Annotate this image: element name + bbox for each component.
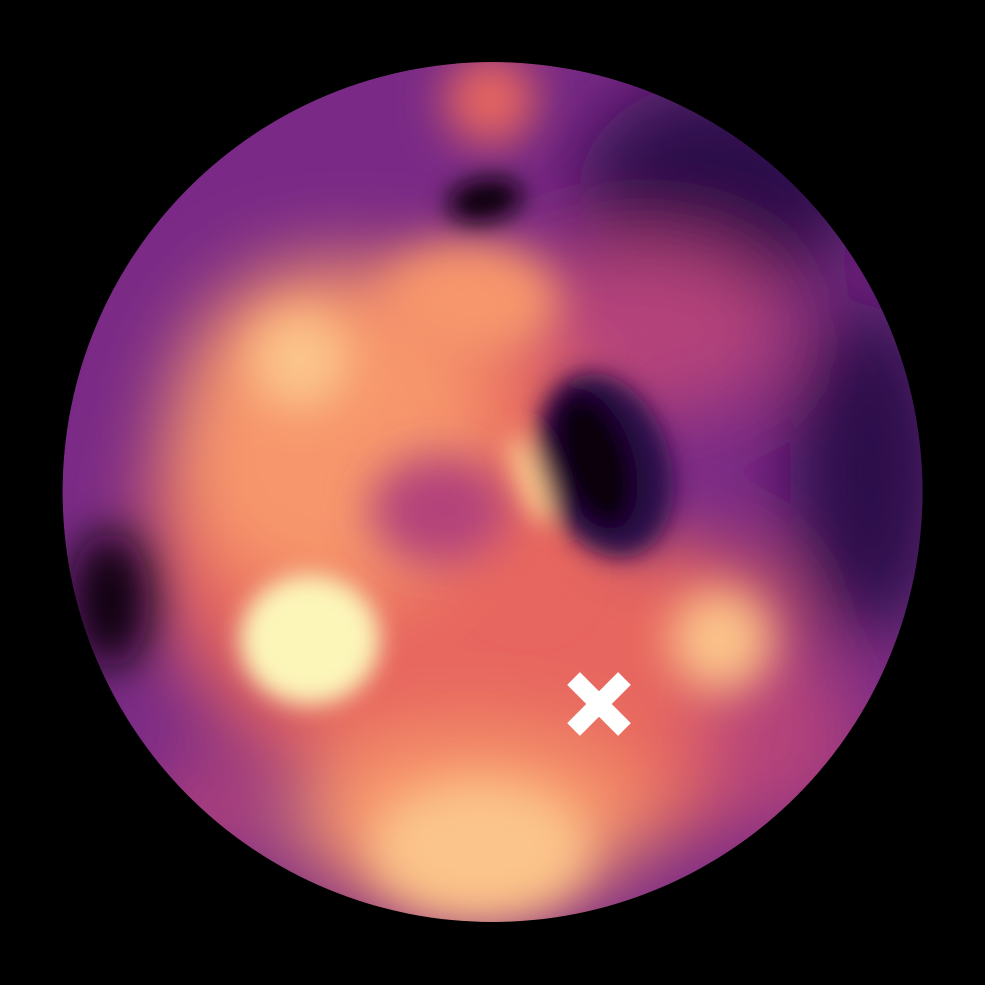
medium-features: [70, 62, 770, 920]
right-light-patch: [670, 590, 770, 690]
central-void: [552, 390, 638, 530]
center-magenta-patch: [370, 455, 510, 565]
center-warm-patch: [490, 530, 570, 610]
void-rim-highlight: [508, 434, 552, 526]
brightest-spot: [240, 575, 380, 705]
intensity-disc: [62, 62, 923, 922]
x-marker-icon: [567, 672, 631, 736]
left-edge-dark-spot: [70, 530, 150, 670]
top-warm-patch: [445, 62, 535, 145]
upper-dark-spot: [447, 177, 523, 223]
bottom-light-patch: [370, 780, 590, 920]
upper-orange-patch: [380, 240, 560, 360]
sharp-features: [240, 177, 674, 705]
upper-left-light-patch: [250, 310, 350, 410]
